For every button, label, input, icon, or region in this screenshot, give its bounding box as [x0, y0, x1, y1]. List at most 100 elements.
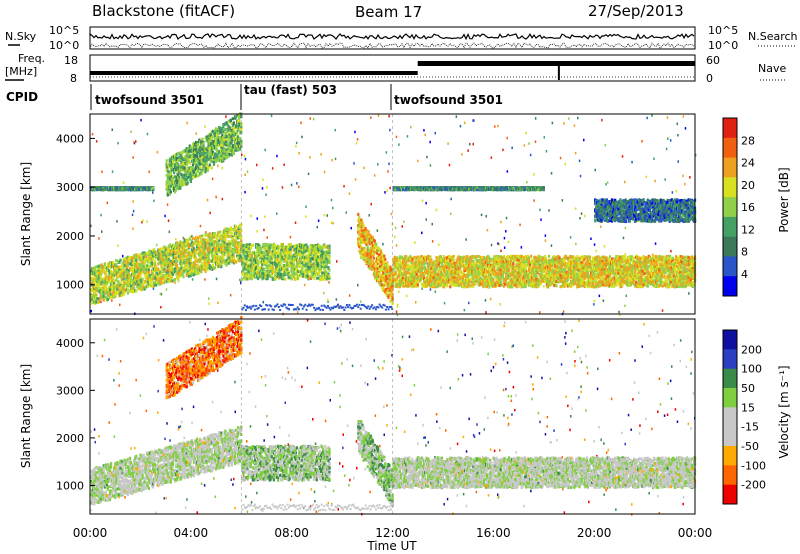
- heatmap-noise-cell: [685, 127, 687, 130]
- heatmap-noise-cell: [112, 129, 114, 132]
- heatmap-noise-cell: [247, 170, 249, 173]
- heatmap-noise-cell: [96, 140, 98, 143]
- heatmap-cell: [267, 277, 269, 280]
- heatmap-cell: [182, 275, 184, 278]
- heatmap-cell: [191, 269, 193, 272]
- heatmap-noise-cell: [460, 125, 462, 128]
- heatmap-noise-cell: [540, 218, 542, 221]
- heatmap-cell: [194, 162, 196, 165]
- heatmap-noise-cell: [318, 220, 320, 223]
- heatmap-noise-cell: [370, 117, 372, 120]
- heatmap-noise-cell: [310, 117, 312, 120]
- heatmap-noise-cell: [684, 183, 686, 186]
- heatmap-cell: [190, 146, 192, 149]
- heatmap-cell: [127, 288, 129, 291]
- heatmap-noise-cell: [491, 156, 493, 159]
- heatmap-noise-cell: [166, 288, 168, 291]
- heatmap-noise-cell: [551, 244, 553, 247]
- heatmap-noise-cell: [500, 250, 502, 253]
- heatmap-noise-cell: [222, 198, 224, 201]
- heatmap-noise-cell: [271, 115, 273, 118]
- heatmap-cell: [163, 258, 165, 261]
- heatmap-noise-cell: [160, 306, 162, 309]
- heatmap-cell: [306, 246, 308, 249]
- heatmap-cell: [297, 270, 299, 273]
- heatmap-noise-cell: [336, 260, 338, 263]
- heatmap-noise-cell: [626, 295, 628, 298]
- heatmap-noise-cell: [305, 206, 307, 209]
- heatmap-noise-cell: [309, 156, 311, 159]
- heatmap-cell: [296, 267, 298, 270]
- heatmap-noise-cell: [153, 200, 155, 203]
- heatmap-cell: [272, 266, 274, 269]
- heatmap-noise-cell: [406, 295, 408, 298]
- heatmap-cell: [367, 246, 369, 249]
- heatmap-cell: [98, 280, 100, 283]
- heatmap-cell: [186, 163, 188, 166]
- heatmap-cell: [214, 266, 216, 269]
- heatmap-cell: [237, 135, 239, 138]
- heatmap-noise-cell: [265, 194, 267, 197]
- heatmap-noise-cell: [601, 119, 603, 122]
- heatmap-noise-cell: [605, 183, 607, 186]
- heatmap-noise-cell: [469, 143, 471, 146]
- heatmap-cell: [282, 276, 284, 279]
- heatmap-cell: [127, 264, 129, 267]
- heatmap-noise-cell: [396, 244, 398, 247]
- heatmap-noise-cell: [263, 229, 265, 232]
- heatmap-cell: [197, 264, 199, 267]
- heatmap-cell: [211, 243, 213, 246]
- heatmap-noise-cell: [543, 285, 545, 288]
- heatmap-noise-cell: [320, 153, 322, 156]
- heatmap-cell: [218, 150, 220, 153]
- heatmap-noise-cell: [682, 175, 684, 178]
- heatmap-noise-cell: [377, 163, 379, 166]
- heatmap-cell: [277, 249, 279, 252]
- heatmap-cell: [200, 240, 202, 243]
- heatmap-cell: [288, 261, 290, 264]
- heatmap-noise-cell: [331, 199, 333, 202]
- heatmap-noise-cell: [354, 131, 356, 134]
- heatmap-noise-cell: [332, 222, 334, 225]
- heatmap-noise-cell: [504, 237, 506, 240]
- heatmap-noise-cell: [689, 176, 691, 179]
- heatmap-noise-cell: [505, 230, 507, 233]
- heatmap-cell: [133, 254, 135, 257]
- heatmap-noise-cell: [300, 122, 302, 125]
- heatmap-cell: [233, 137, 235, 140]
- heatmap-noise-cell: [117, 142, 119, 145]
- heatmap-noise-cell: [396, 136, 398, 139]
- heatmap-noise-cell: [580, 175, 582, 178]
- heatmap-noise-cell: [357, 284, 359, 287]
- heatmap-cell: [195, 258, 197, 261]
- heatmap-cell: [241, 278, 243, 281]
- heatmap-noise-cell: [544, 136, 546, 139]
- heatmap-cell: [190, 180, 192, 183]
- heatmap-noise-cell: [168, 220, 170, 223]
- heatmap-cell: [197, 170, 199, 173]
- heatmap-cell: [171, 169, 173, 172]
- heatmap-cell: [112, 277, 114, 280]
- heatmap-cell: [115, 263, 117, 266]
- heatmap-cell: [276, 265, 278, 268]
- heatmap-noise-cell: [631, 161, 633, 164]
- heatmap-cell: [213, 161, 215, 164]
- freq-left-tick-top: 18: [64, 54, 78, 67]
- heatmap-cell: [176, 260, 178, 263]
- heatmap-cell: [130, 276, 132, 279]
- heatmap-noise-cell: [528, 142, 530, 145]
- heatmap-noise-cell: [426, 218, 428, 221]
- heatmap-noise-cell: [688, 292, 690, 295]
- heatmap-noise-cell: [133, 210, 135, 213]
- heatmap-noise-cell: [132, 228, 134, 231]
- heatmap-cell: [124, 264, 126, 267]
- heatmap-cell: [209, 164, 211, 167]
- freq-label-line2: [MHz]: [5, 65, 37, 78]
- heatmap-cell: [318, 272, 320, 275]
- heatmap-noise-cell: [256, 164, 258, 167]
- heatmap-cell: [265, 247, 267, 250]
- heatmap-cell: [248, 270, 250, 273]
- heatmap-noise-cell: [526, 181, 528, 184]
- heatmap-noise-cell: [422, 200, 424, 203]
- heatmap-noise-cell: [132, 214, 134, 217]
